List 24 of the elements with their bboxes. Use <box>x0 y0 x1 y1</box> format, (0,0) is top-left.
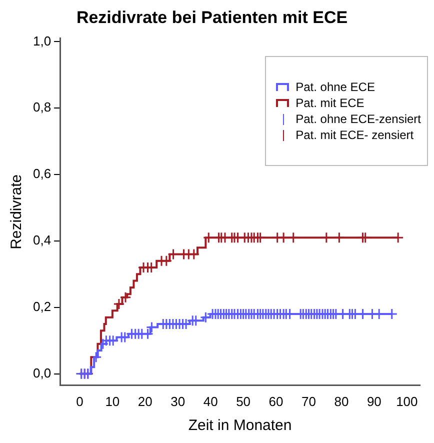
y-axis-title: Rezidivrate <box>8 174 26 250</box>
x-tick-label: 50 <box>236 394 251 409</box>
x-tick-label: 40 <box>203 394 218 409</box>
y-tick-label: 1,0 <box>32 33 52 48</box>
x-tick-label: 20 <box>138 394 152 409</box>
y-tick-label: 0,2 <box>32 298 52 314</box>
x-axis-title: Zeit in Monaten <box>188 417 292 434</box>
legend-label: Pat. mit ECE- zensiert <box>296 127 414 143</box>
x-tick-label: 90 <box>366 394 382 409</box>
x-tick-label: 30 <box>170 394 186 409</box>
chart-title: Rezidivrate bei Patienten mit ECE <box>76 8 348 27</box>
y-tick-label: 0,6 <box>32 166 52 182</box>
y-tick-label: 0,0 <box>32 365 52 380</box>
x-tick-label: 60 <box>268 394 284 409</box>
x-tick-label: 10 <box>105 394 120 409</box>
legend-label: Pat. ohne ECE-zensiert <box>296 111 421 127</box>
x-tick-label: 80 <box>334 394 349 409</box>
legend-label: Pat. mit ECE <box>296 95 364 111</box>
y-tick-label: 0,4 <box>32 232 52 248</box>
x-tick-label: 100 <box>396 394 418 409</box>
legend-label: Pat. ohne ECE <box>296 79 375 95</box>
y-tick-label: 0,8 <box>32 100 52 115</box>
x-tick-label: 0 <box>76 394 84 409</box>
x-tick-label: 70 <box>302 394 316 409</box>
